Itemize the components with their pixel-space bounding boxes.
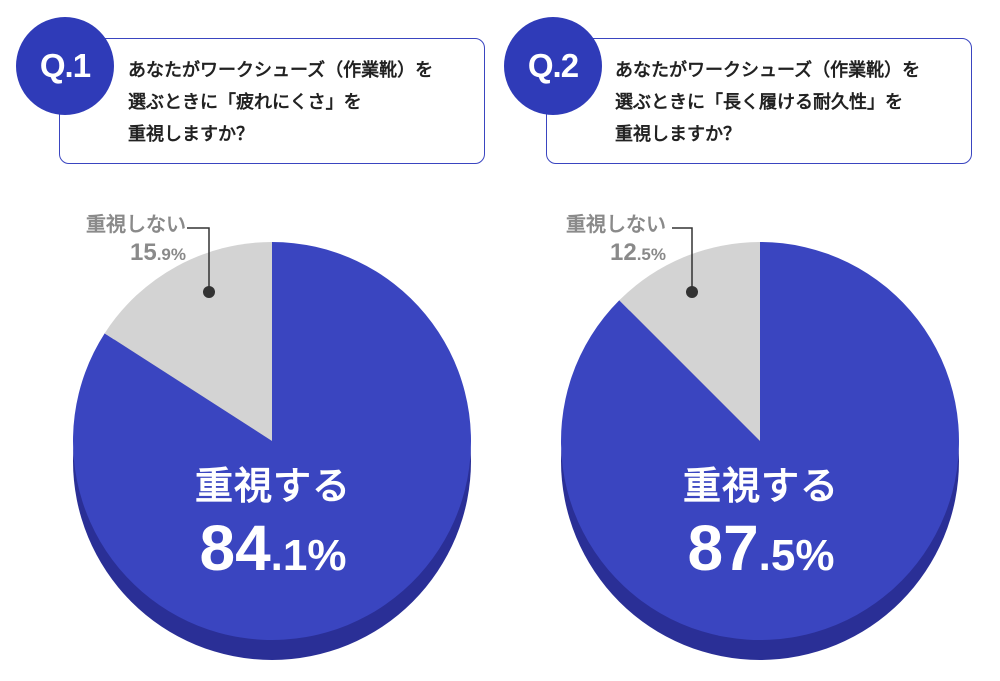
chart-1-main-value: 84.1% <box>173 510 373 594</box>
chart-2-main-label: 重視する 87.5% <box>661 462 861 594</box>
chart-1-main-value-dec: .1% <box>270 531 347 580</box>
question-box-1: あなたがワークシューズ（作業靴）を 選ぶときに「疲れにくさ」を 重視しますか？ <box>59 38 485 164</box>
chart-1-minor-value: 15.9% <box>36 238 186 270</box>
chart-1-leader-dot <box>203 286 215 298</box>
chart-2-minor-category: 重視しない <box>566 212 666 236</box>
question-1-line-2: 選ぶときに「疲れにくさ」を <box>128 92 362 113</box>
question-box-2: あなたがワークシューズ（作業靴）を 選ぶときに「長く履ける耐久性」を 重視します… <box>546 38 972 164</box>
question-2-line-2: 選ぶときに「長く履ける耐久性」を <box>615 92 903 113</box>
question-1-line-3: 重視しますか？ <box>128 124 254 145</box>
question-1-line-1: あなたがワークシューズ（作業靴）を <box>128 60 434 81</box>
chart-2-main-category: 重視する <box>682 464 839 508</box>
chart-2-minor-value-dec: .5% <box>636 245 666 264</box>
chart-1-minor-label: 重視しない 15.9% <box>36 210 186 270</box>
chart-1-minor-value-dec: .9% <box>156 245 186 264</box>
question-badge-2: Q.2 <box>504 17 602 115</box>
question-text-2: あなたがワークシューズ（作業靴）を 選ぶときに「長く履ける耐久性」を 重視します… <box>615 55 965 151</box>
chart-1-minor-category: 重視しない <box>86 212 186 236</box>
question-2-line-3: 重視しますか？ <box>615 124 741 145</box>
chart-1-minor-value-int: 15 <box>130 239 157 266</box>
chart-1-main-value-int: 84 <box>199 512 271 584</box>
chart-2-main-value-dec: .5% <box>758 531 835 580</box>
chart-2-slice-not-important <box>619 242 760 441</box>
chart-2-minor-value: 12.5% <box>516 238 666 270</box>
question-badge-1: Q.1 <box>16 17 114 115</box>
chart-2-leader-dot <box>686 286 698 298</box>
chart-2-minor-label: 重視しない 12.5% <box>516 210 666 270</box>
chart-1-main-category: 重視する <box>194 464 351 508</box>
chart-1-leader-line <box>187 227 210 292</box>
chart-2-minor-value-int: 12 <box>610 239 637 266</box>
chart-2-leader-line <box>672 227 693 292</box>
chart-2-main-value: 87.5% <box>661 510 861 594</box>
question-text-1: あなたがワークシューズ（作業靴）を 選ぶときに「疲れにくさ」を 重視しますか？ <box>128 55 478 151</box>
chart-1-slice-not-important <box>104 242 272 441</box>
chart-2-main-value-int: 87 <box>687 512 759 584</box>
question-2-line-1: あなたがワークシューズ（作業靴）を <box>615 60 921 81</box>
chart-1-main-label: 重視する 84.1% <box>173 462 373 594</box>
